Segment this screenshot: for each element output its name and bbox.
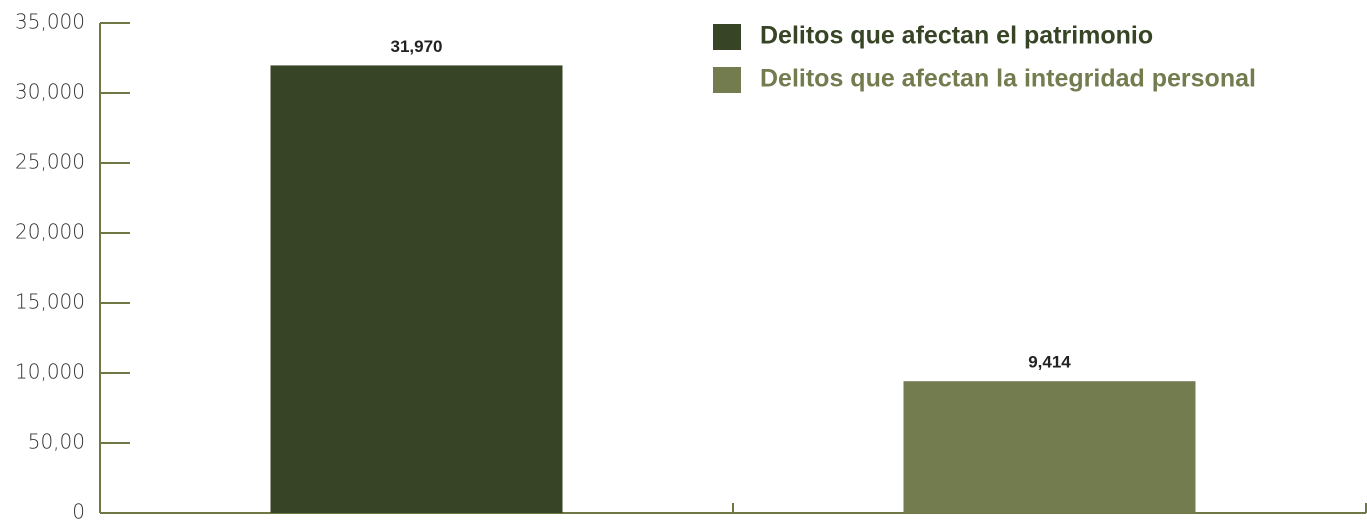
value-label: 31,970	[391, 37, 443, 56]
y-tick-label: 30,000	[15, 80, 85, 104]
y-tick-label: 10,000	[15, 360, 85, 384]
y-tick-label: 35,000	[15, 10, 85, 34]
value-label: 9,414	[1028, 353, 1071, 372]
y-tick-label: 20,000	[15, 220, 85, 244]
bar	[270, 65, 563, 514]
legend-label: Delitos que afectan la integridad person…	[760, 65, 1256, 93]
y-tick-label: 0	[72, 500, 85, 523]
y-tick-label: 15,000	[15, 290, 85, 314]
bar	[903, 381, 1196, 513]
y-tick-label: 50,00	[28, 430, 85, 454]
y-tick-label: 25,000	[15, 150, 85, 174]
legend-label: Delitos que afectan el patrimonio	[760, 22, 1153, 50]
legend-swatch	[713, 24, 741, 50]
legend-swatch	[713, 67, 741, 93]
